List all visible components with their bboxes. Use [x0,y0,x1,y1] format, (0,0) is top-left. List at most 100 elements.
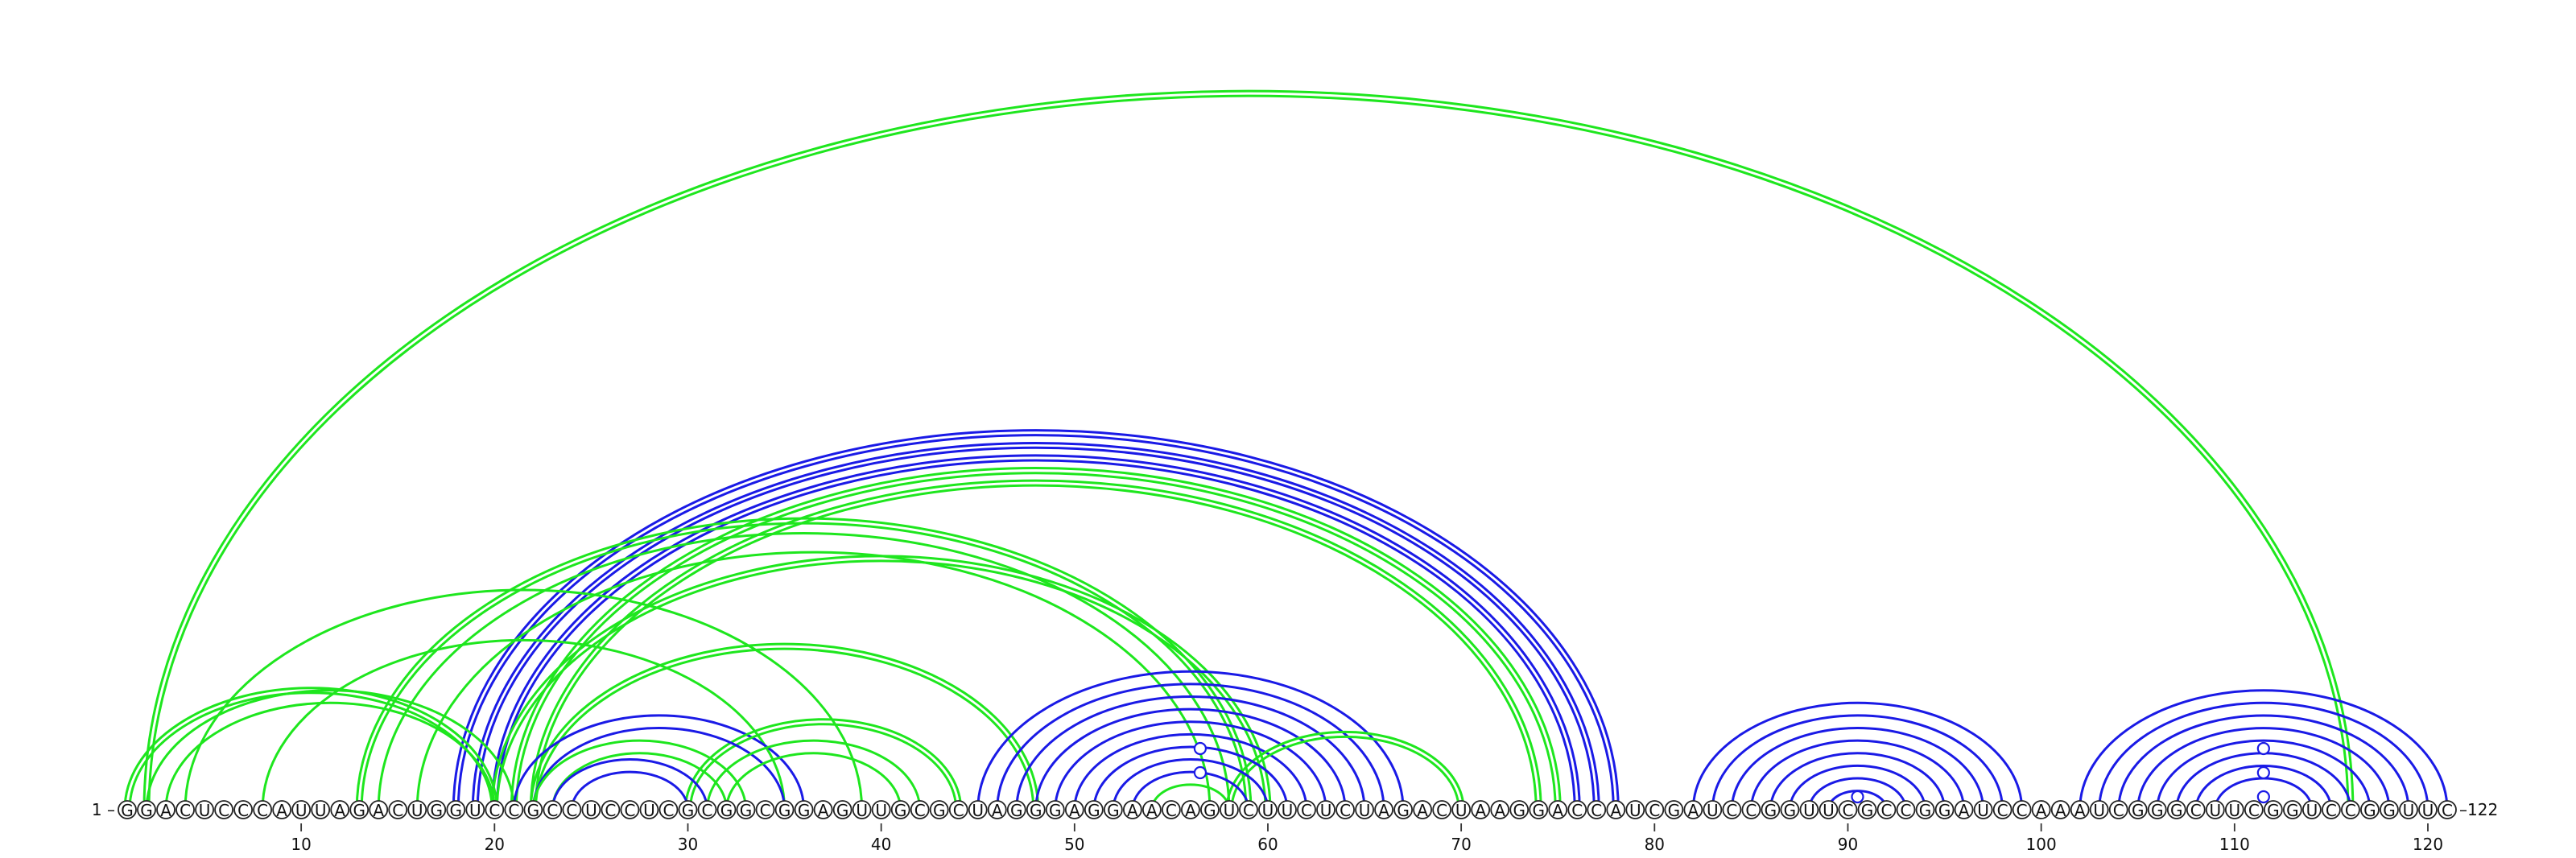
base-pair-arc [570,770,689,811]
nucleotide-letter: C [1301,801,1312,820]
nucleotide-circle [871,800,891,819]
position-axis: 10 20 30 40 50 60 70 80 90 100 110 120 [291,823,2443,854]
nucleotide: A [1181,800,1200,820]
nucleotide-letter: A [1146,801,1158,820]
nucleotide-letter: A [1610,801,1621,820]
nucleotide-circle [446,800,466,819]
nucleotide-letter: G [1938,801,1951,820]
nucleotide: G [716,800,737,820]
nucleotide-circle [601,800,621,819]
base-pair-arc [551,758,708,811]
nucleotide-letter: A [1959,801,1970,820]
nucleotide-circle [388,800,408,819]
nucleotide-letter: C [508,801,519,820]
nucleotide-letter: U [2228,801,2240,820]
nucleotide-letter: G [1088,801,1100,820]
nucleotide: A [1064,800,1084,820]
nucleotide: C [2321,800,2341,820]
nucleotide: G [1915,800,1935,820]
nucleotide: C [1722,800,1742,820]
nucleotide-letter: C [1901,801,1912,820]
nucleotide-letter: C [624,801,635,820]
nucleotide: G [2380,800,2399,820]
nucleotide-circle [1413,800,1433,819]
arc-markers [1193,741,2270,804]
nucleotide-circle [2438,800,2457,819]
nucleotide: C [1335,800,1355,820]
arc-marker [2256,765,2270,780]
nucleotide-circle [1509,800,1530,819]
nucleotide-circle [1896,800,1916,819]
sequence-end-label: –122 [2459,800,2498,819]
nucleotide-circle [2321,800,2341,819]
nucleotide-letter: C [392,801,403,820]
nucleotide-letter: G [1049,801,1062,820]
base-pair-arc [1034,707,1347,811]
nucleotide: C [620,800,640,820]
nucleotide: A [1490,800,1510,820]
nucleotide: G [1026,800,1046,820]
tick-label: 60 [1257,835,1278,854]
nucleotide-circle [156,800,175,819]
nucleotide: G [1103,800,1123,820]
nucleotide: U [1316,800,1335,820]
base-pair-arc [534,648,1035,811]
nucleotide-circle [214,800,233,819]
base-pair-arc [377,532,1231,811]
nucleotide: A [1471,800,1491,820]
nucleotide-circle [755,800,775,819]
nucleotide-letter: C [1166,801,1177,820]
nucleotide-circle [1934,800,1955,819]
nucleotide: A [2031,800,2051,820]
nucleotide-letter: C [2442,801,2453,820]
nucleotide-letter: G [720,801,733,820]
base-pair-arc [1711,714,2004,811]
nucleotide: C [214,800,233,820]
nucleotide-circle [272,800,292,819]
nucleotide: G [446,800,466,820]
nucleotide-circle [1529,800,1549,819]
nucleotide-circle [175,800,195,819]
nucleotide-circle [485,800,505,819]
nucleotide-circle [1278,800,1297,819]
nucleotide: A [1606,800,1626,820]
nucleotide-letter: C [2248,801,2260,820]
nucleotide: C [1432,800,1452,820]
nucleotide-circle [716,800,737,819]
nucleotide: U [1818,800,1839,820]
nucleotide: C [175,800,195,820]
nucleotide-letter: U [199,801,211,820]
nucleotide-circle [233,800,254,819]
nucleotide: G [2128,800,2148,820]
nucleotide-letter: U [856,801,868,820]
nucleotide-circle [1451,800,1472,819]
base-pair-arc [531,739,748,811]
nucleotide: G [2282,800,2302,820]
nucleotide-circle [2224,800,2244,819]
nucleotide-circle [465,800,485,819]
base-pair-arc [142,89,2355,811]
nucleotide: G [1857,800,1877,820]
nucleotide-circle [2166,800,2186,819]
nucleotide-letter: A [1417,801,1428,820]
nucleotide-letter: U [875,801,887,820]
nucleotide: C [543,800,563,820]
nucleotide: A [1141,800,1162,820]
nucleotide: G [2147,800,2167,820]
nucleotide: G [1006,800,1026,820]
base-pair-arc [355,517,1253,811]
nucleotide-circle [2147,800,2167,819]
nucleotide-letter: A [2036,801,2047,820]
base-pair-arc [261,638,786,811]
nucleotide-letter: A [2055,801,2066,820]
nucleotide: C [910,800,930,820]
nucleotide-letter: G [140,801,153,820]
nucleotide-letter: A [1688,801,1699,820]
base-pair-arc [1769,752,1946,811]
nucleotide-letter: A [160,801,171,820]
nucleotide-letter: A [1185,801,1196,820]
arc-marker [2256,741,2270,756]
nucleotide-circle [1954,800,1974,819]
nucleotide: G [2360,800,2380,820]
